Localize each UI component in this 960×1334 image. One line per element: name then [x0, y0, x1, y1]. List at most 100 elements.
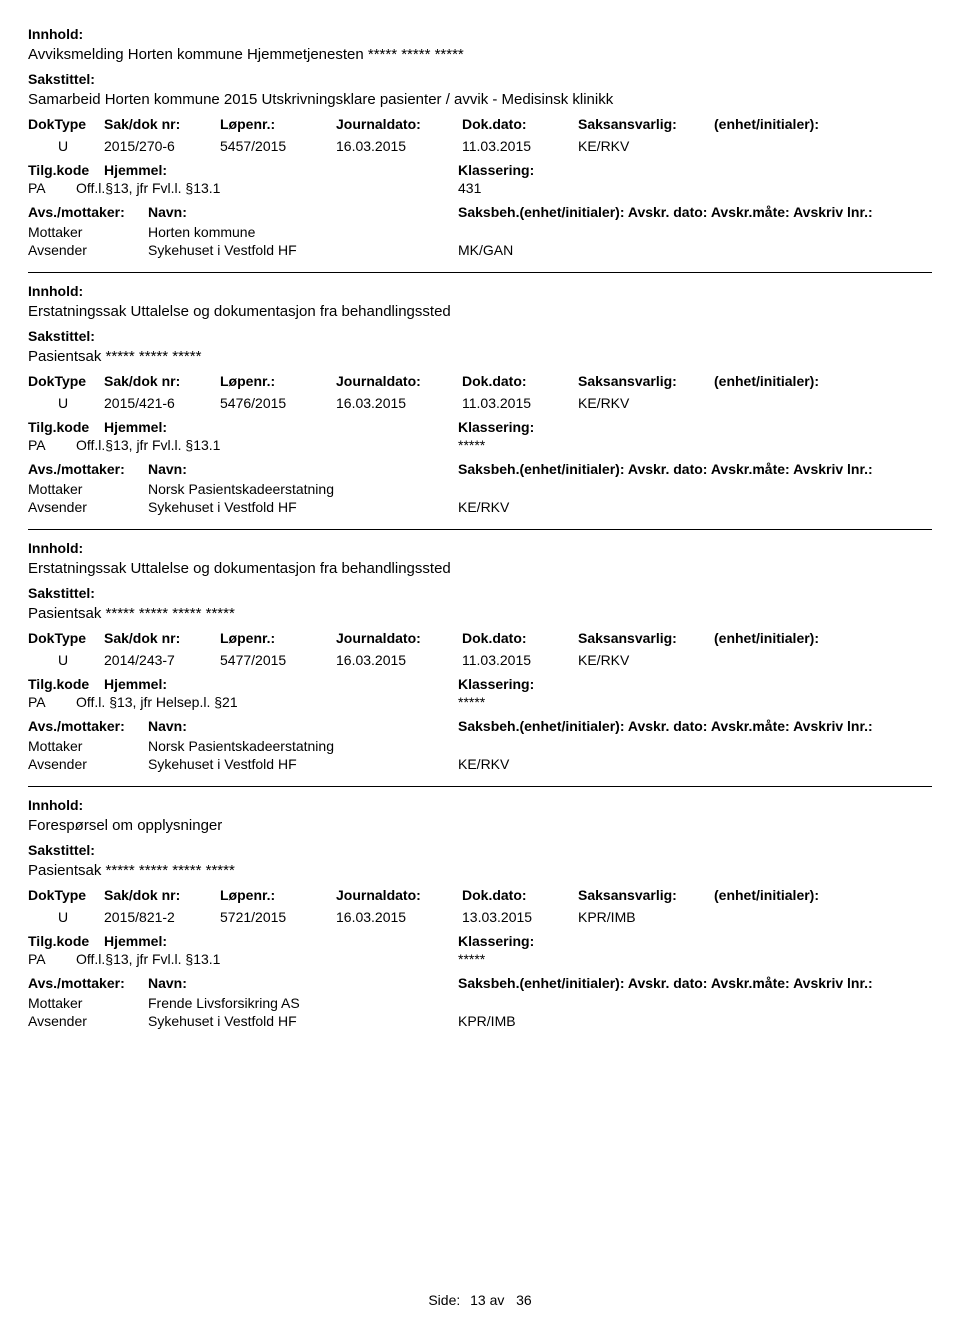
innhold-text: Erstatningssak Uttalelse og dokumentasjo…	[28, 303, 932, 320]
innhold-label: Innhold:	[28, 797, 932, 813]
header-saksansvarlig: Saksansvarlig:	[578, 630, 708, 646]
header-sakdok: Sak/dok nr:	[104, 887, 214, 903]
value-lopenr: 5457/2015	[220, 138, 330, 154]
meta-headers: DokType Sak/dok nr: Løpenr.: Journaldato…	[28, 373, 932, 389]
header-journaldato: Journaldato:	[336, 373, 456, 389]
sakstittel-label: Sakstittel:	[28, 842, 932, 858]
mottaker-role: Mottaker	[28, 738, 148, 754]
meta-headers: DokType Sak/dok nr: Løpenr.: Journaldato…	[28, 630, 932, 646]
header-saksbeh: Saksbeh.(enhet/initialer): Avskr. dato: …	[458, 204, 873, 220]
saksbeh-code: KE/RKV	[458, 499, 509, 515]
journal-record: Innhold: Forespørsel om opplysninger Sak…	[28, 797, 932, 1043]
meta-values: U 2015/421-6 5476/2015 16.03.2015 11.03.…	[28, 395, 932, 411]
value-klassering: *****	[458, 951, 485, 967]
header-dokdato: Dok.dato:	[462, 373, 572, 389]
mottaker-row: Mottaker Norsk Pasientskadeerstatning	[28, 481, 932, 497]
value-klassering: 431	[458, 180, 481, 196]
header-dokdato: Dok.dato:	[462, 630, 572, 646]
value-klassering: *****	[458, 437, 485, 453]
journal-record: Innhold: Erstatningssak Uttalelse og dok…	[28, 540, 932, 787]
avsender-row: Avsender Sykehuset i Vestfold HF KE/RKV	[28, 756, 932, 772]
mottaker-row: Mottaker Frende Livsforsikring AS	[28, 995, 932, 1011]
header-journaldato: Journaldato:	[336, 116, 456, 132]
innhold-label: Innhold:	[28, 540, 932, 556]
value-journaldato: 16.03.2015	[336, 138, 456, 154]
mottaker-row: Mottaker Horten kommune	[28, 224, 932, 240]
value-saksansvarlig: KE/RKV	[578, 138, 708, 154]
saksbeh-code: MK/GAN	[458, 242, 513, 258]
header-klassering: Klassering:	[458, 933, 534, 949]
footer-page-current: 13	[470, 1292, 486, 1308]
klass-value-row: PA Off.l. §13, jfr Helsep.l. §21 *****	[28, 694, 932, 710]
header-navn: Navn:	[148, 718, 458, 734]
value-saksansvarlig: KE/RKV	[578, 395, 708, 411]
sakstittel-text: Pasientsak ***** ***** ***** *****	[28, 605, 932, 622]
klass-header-row: Tilg.kode Hjemmel: Klassering:	[28, 162, 932, 178]
saksbeh-code: KPR/IMB	[458, 1013, 516, 1029]
header-sakdok: Sak/dok nr:	[104, 116, 214, 132]
avsender-name: Sykehuset i Vestfold HF	[148, 499, 458, 515]
sakstittel-text: Pasientsak ***** ***** *****	[28, 348, 932, 365]
value-saksansvarlig: KPR/IMB	[578, 909, 708, 925]
avsender-role: Avsender	[28, 499, 148, 515]
header-klassering: Klassering:	[458, 676, 534, 692]
value-tilgkode: PA	[28, 180, 72, 196]
header-navn: Navn:	[148, 204, 458, 220]
innhold-text: Erstatningssak Uttalelse og dokumentasjo…	[28, 560, 932, 577]
value-lopenr: 5721/2015	[220, 909, 330, 925]
meta-headers: DokType Sak/dok nr: Løpenr.: Journaldato…	[28, 887, 932, 903]
header-journaldato: Journaldato:	[336, 887, 456, 903]
header-doktype: DokType	[28, 373, 98, 389]
header-saksbeh: Saksbeh.(enhet/initialer): Avskr. dato: …	[458, 461, 873, 477]
value-lopenr: 5477/2015	[220, 652, 330, 668]
value-lopenr: 5476/2015	[220, 395, 330, 411]
header-hjemmel: Hjemmel:	[104, 676, 167, 692]
klass-value-row: PA Off.l.§13, jfr Fvl.l. §13.1 431	[28, 180, 932, 196]
klass-value-row: PA Off.l.§13, jfr Fvl.l. §13.1 *****	[28, 437, 932, 453]
value-sakdok: 2014/243-7	[104, 652, 214, 668]
innhold-text: Avviksmelding Horten kommune Hjemmetjene…	[28, 46, 932, 63]
meta-values: U 2015/270-6 5457/2015 16.03.2015 11.03.…	[28, 138, 932, 154]
value-hjemmel: Off.l.§13, jfr Fvl.l. §13.1	[76, 951, 220, 967]
avsender-role: Avsender	[28, 1013, 148, 1029]
journal-record: Innhold: Erstatningssak Uttalelse og dok…	[28, 283, 932, 530]
value-klassering: *****	[458, 694, 485, 710]
sakstittel-text: Pasientsak ***** ***** ***** *****	[28, 862, 932, 879]
header-navn: Navn:	[148, 975, 458, 991]
footer-side-label: Side:	[428, 1292, 460, 1308]
value-tilgkode: PA	[28, 694, 72, 710]
mottaker-role: Mottaker	[28, 224, 148, 240]
header-doktype: DokType	[28, 630, 98, 646]
value-dokdato: 11.03.2015	[462, 395, 572, 411]
mottaker-name: Norsk Pasientskadeerstatning	[148, 738, 458, 754]
header-avsmottaker: Avs./mottaker:	[28, 975, 148, 991]
header-saksbeh: Saksbeh.(enhet/initialer): Avskr. dato: …	[458, 718, 873, 734]
value-hjemmel: Off.l.§13, jfr Fvl.l. §13.1	[76, 437, 220, 453]
sakstittel-text: Samarbeid Horten kommune 2015 Utskrivnin…	[28, 91, 932, 108]
header-hjemmel: Hjemmel:	[104, 162, 167, 178]
sakstittel-label: Sakstittel:	[28, 585, 932, 601]
header-lopenr: Løpenr.:	[220, 116, 330, 132]
party-header: Avs./mottaker: Navn: Saksbeh.(enhet/init…	[28, 204, 932, 220]
header-navn: Navn:	[148, 461, 458, 477]
header-hjemmel: Hjemmel:	[104, 933, 167, 949]
party-header: Avs./mottaker: Navn: Saksbeh.(enhet/init…	[28, 718, 932, 734]
innhold-text: Forespørsel om opplysninger	[28, 817, 932, 834]
records-container: Innhold: Avviksmelding Horten kommune Hj…	[28, 26, 932, 1043]
klass-value-row: PA Off.l.§13, jfr Fvl.l. §13.1 *****	[28, 951, 932, 967]
header-hjemmel: Hjemmel:	[104, 419, 167, 435]
header-dokdato: Dok.dato:	[462, 116, 572, 132]
value-hjemmel: Off.l.§13, jfr Fvl.l. §13.1	[76, 180, 220, 196]
header-saksbeh: Saksbeh.(enhet/initialer): Avskr. dato: …	[458, 975, 873, 991]
value-journaldato: 16.03.2015	[336, 395, 456, 411]
header-tilgkode: Tilg.kode	[28, 933, 100, 949]
journal-record: Innhold: Avviksmelding Horten kommune Hj…	[28, 26, 932, 273]
meta-values: U 2014/243-7 5477/2015 16.03.2015 11.03.…	[28, 652, 932, 668]
page-footer: Side: 13 av 36	[0, 1292, 960, 1308]
value-doktype: U	[28, 395, 98, 411]
avsender-row: Avsender Sykehuset i Vestfold HF KE/RKV	[28, 499, 932, 515]
value-journaldato: 16.03.2015	[336, 909, 456, 925]
mottaker-name: Norsk Pasientskadeerstatning	[148, 481, 458, 497]
avsender-role: Avsender	[28, 756, 148, 772]
sakstittel-label: Sakstittel:	[28, 71, 932, 87]
